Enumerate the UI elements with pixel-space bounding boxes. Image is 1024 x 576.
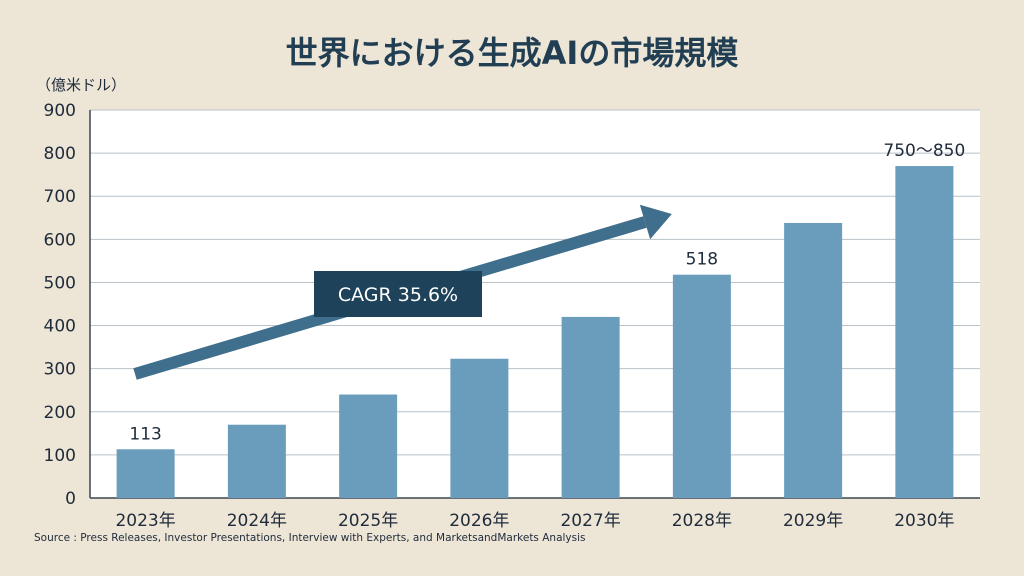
x-tick-label: 2029年 [783,511,843,531]
x-axis-ticks: 2023年 2024年 2025年 2026年 2027年 2028年 2029年 2030年 [115,511,954,531]
x-tick-label: 2027年 [560,511,620,531]
y-tick-label: 500 [44,273,76,293]
bar-2030年 [895,166,954,499]
y-axis-ticks: 0 100 200 300 400 500 600 700 800 900 [44,101,76,509]
x-tick-label: 2023年 [115,511,175,531]
source-note: Source : Press Releases, Investor Presen… [34,532,586,544]
y-tick-label: 100 [44,446,76,466]
bar-2024年 [227,424,286,498]
cagr-annotation: CAGR 35.6% [133,204,672,380]
bar-2028年 [672,274,731,498]
y-tick-label: 200 [44,403,76,423]
bars [116,166,954,499]
bar-2027年 [561,316,620,498]
bar-2025年 [339,394,398,498]
trend-arrow-head [639,204,672,240]
data-label: 113 [129,424,161,444]
y-axis-unit-label: （億米ドル） [36,76,127,94]
data-label: 750～850 [883,141,965,161]
bar-2026年 [450,358,509,498]
y-tick-label: 0 [65,489,76,509]
x-tick-label: 2024年 [227,511,287,531]
y-tick-label: 400 [44,317,76,337]
bar-2029年 [784,222,843,498]
chart-title: 世界における生成AIの市場規模 [285,34,739,72]
y-tick-label: 300 [44,360,76,380]
cagr-label: CAGR 35.6% [338,284,458,306]
bar-2023年 [116,449,175,498]
x-tick-label: 2030年 [894,511,954,531]
y-tick-label: 800 [44,144,76,164]
x-tick-label: 2026年 [449,511,509,531]
data-labels: 113 518 750～850 [129,141,965,444]
x-tick-label: 2025年 [338,511,398,531]
y-tick-label: 600 [44,230,76,250]
y-tick-label: 900 [44,101,76,121]
y-tick-label: 700 [44,187,76,207]
plot-area [90,110,980,498]
cagr-box [314,271,482,317]
x-tick-label: 2028年 [672,511,732,531]
data-label: 518 [686,250,718,270]
